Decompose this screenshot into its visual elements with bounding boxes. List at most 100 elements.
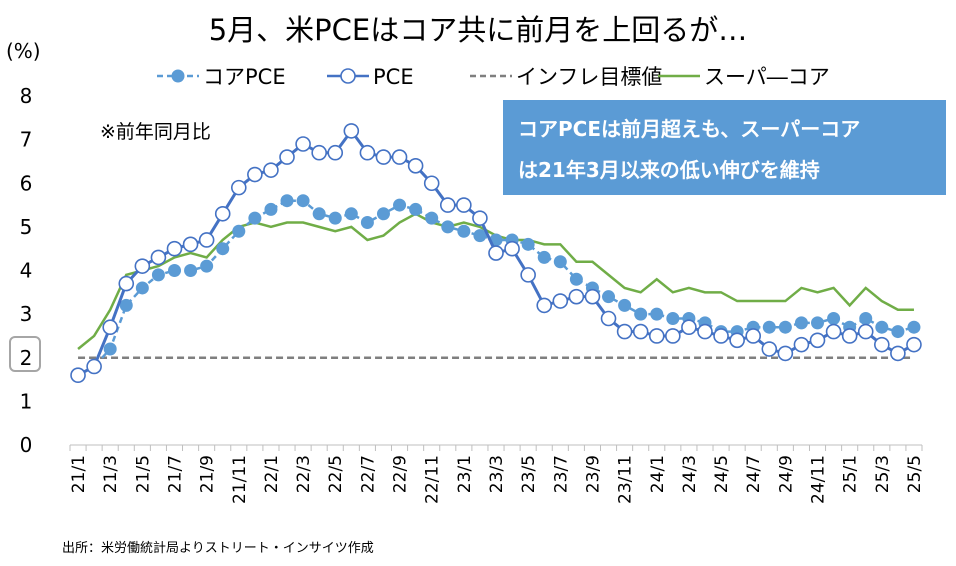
data-point-core-pce bbox=[184, 264, 198, 277]
data-point-pce bbox=[118, 275, 135, 292]
data-point-pce bbox=[230, 179, 247, 196]
data-point-pce bbox=[600, 310, 617, 327]
x-tick-label: 22/5 bbox=[326, 455, 346, 493]
chart-title: 5月、米PCEはコア共に前月を上回るが… bbox=[209, 13, 748, 47]
data-point-core-pce bbox=[409, 202, 423, 216]
data-point-pce bbox=[150, 249, 167, 266]
y-tick-label: 3 bbox=[20, 302, 33, 326]
data-point-core-pce bbox=[103, 342, 117, 356]
data-point-pce bbox=[456, 197, 472, 213]
data-point-core-pce bbox=[312, 207, 326, 221]
data-point-core-pce bbox=[248, 211, 262, 225]
data-point-core-pce bbox=[441, 220, 455, 234]
data-point-core-pce bbox=[135, 281, 149, 295]
data-point-pce bbox=[295, 136, 311, 152]
data-point-pce bbox=[874, 336, 890, 353]
x-tick-label: 22/1 bbox=[262, 455, 282, 493]
x-tick-label: 22/9 bbox=[391, 455, 411, 493]
data-point-core-pce bbox=[907, 320, 921, 334]
data-point-pce bbox=[552, 293, 569, 309]
x-axis: 21/1 21/3 21/5 21/7 21/9 21/11 22/1 22/3 22/5 22/… bbox=[69, 445, 925, 504]
chart-note: ※前年同月比 bbox=[100, 121, 211, 143]
data-point-pce bbox=[102, 319, 118, 336]
data-point-pce bbox=[488, 245, 504, 261]
data-point-pce bbox=[616, 323, 633, 340]
x-tick-label: 23/1 bbox=[455, 455, 475, 493]
y-axis-unit: (%) bbox=[6, 39, 41, 63]
data-point-pce bbox=[793, 336, 810, 353]
data-point-pce bbox=[166, 240, 183, 257]
x-tick-label: 25/1 bbox=[841, 455, 861, 493]
source-note: 出所：米労働統計局よりストリート・インサイツ作成 bbox=[62, 540, 374, 556]
data-point-core-pce bbox=[328, 211, 342, 225]
x-tick-label: 23/3 bbox=[487, 455, 507, 493]
legend: コアPCE PCE インフレ目標値 スーパ―コア bbox=[157, 65, 830, 89]
data-point-pce bbox=[648, 328, 665, 344]
data-point-pce bbox=[327, 144, 344, 161]
data-point-pce bbox=[825, 323, 842, 340]
series-layer bbox=[70, 123, 922, 384]
data-point-core-pce bbox=[296, 194, 310, 208]
data-point-pce bbox=[536, 297, 553, 314]
x-tick-label: 22/3 bbox=[294, 455, 314, 493]
data-point-core-pce bbox=[650, 307, 664, 321]
data-point-core-pce bbox=[200, 259, 214, 273]
x-tick-label: 23/7 bbox=[551, 455, 571, 493]
legend-marker bbox=[340, 68, 356, 84]
data-point-pce bbox=[777, 345, 794, 362]
data-point-pce bbox=[906, 336, 922, 353]
y-tick-highlight-box bbox=[9, 336, 41, 372]
data-point-pce bbox=[279, 149, 295, 165]
data-point-core-pce bbox=[280, 194, 294, 208]
y-tick-label: 1 bbox=[20, 389, 33, 413]
data-point-core-pce bbox=[618, 298, 632, 312]
data-point-pce bbox=[520, 267, 536, 283]
data-point-core-pce bbox=[216, 242, 230, 256]
y-tick-label: 7 bbox=[20, 128, 33, 152]
data-point-core-pce bbox=[827, 311, 841, 325]
data-point-pce bbox=[681, 319, 697, 336]
data-point-core-pce bbox=[521, 237, 535, 251]
y-tick-label: 5 bbox=[20, 215, 33, 239]
data-point-pce bbox=[359, 144, 376, 161]
data-point-core-pce bbox=[762, 320, 776, 334]
data-point-core-pce bbox=[811, 316, 825, 330]
data-point-core-pce bbox=[425, 211, 439, 225]
data-point-core-pce bbox=[376, 207, 390, 221]
data-point-core-pce bbox=[232, 224, 246, 238]
x-tick-label: 24/1 bbox=[648, 455, 668, 493]
data-point-pce bbox=[809, 332, 826, 349]
x-tick-label: 24/11 bbox=[809, 455, 829, 504]
y-axis: 0 1 2 3 4 5 6 7 8 bbox=[20, 84, 33, 457]
data-point-pce bbox=[568, 288, 585, 305]
x-tick-label: 23/5 bbox=[519, 455, 539, 493]
data-point-core-pce bbox=[634, 307, 648, 321]
data-point-pce bbox=[697, 323, 713, 340]
x-tick-label: 22/11 bbox=[423, 455, 443, 504]
data-point-core-pce bbox=[344, 207, 358, 221]
x-tick-label: 24/3 bbox=[680, 455, 700, 493]
data-point-core-pce bbox=[119, 298, 133, 312]
data-point-pce bbox=[263, 162, 279, 178]
data-point-core-pce bbox=[602, 290, 616, 304]
x-tick-label: 25/5 bbox=[905, 455, 925, 493]
data-point-pce bbox=[504, 240, 520, 257]
x-tick-label: 21/11 bbox=[230, 455, 250, 504]
data-point-pce bbox=[472, 210, 488, 226]
data-point-core-pce bbox=[553, 255, 567, 269]
data-point-core-pce bbox=[457, 224, 471, 238]
data-point-pce bbox=[182, 236, 199, 253]
data-point-pce bbox=[134, 258, 151, 274]
data-point-pce bbox=[632, 323, 649, 340]
data-point-core-pce bbox=[393, 198, 407, 212]
data-point-pce bbox=[729, 332, 745, 349]
x-tick-label: 24/9 bbox=[776, 455, 796, 493]
data-point-pce bbox=[343, 123, 360, 139]
data-point-core-pce bbox=[473, 229, 487, 243]
data-point-pce bbox=[70, 367, 86, 384]
data-point-core-pce bbox=[666, 311, 680, 325]
data-point-pce bbox=[375, 149, 392, 165]
legend-marker bbox=[171, 69, 185, 83]
y-tick-label: 6 bbox=[20, 171, 33, 195]
data-point-pce bbox=[857, 323, 874, 340]
